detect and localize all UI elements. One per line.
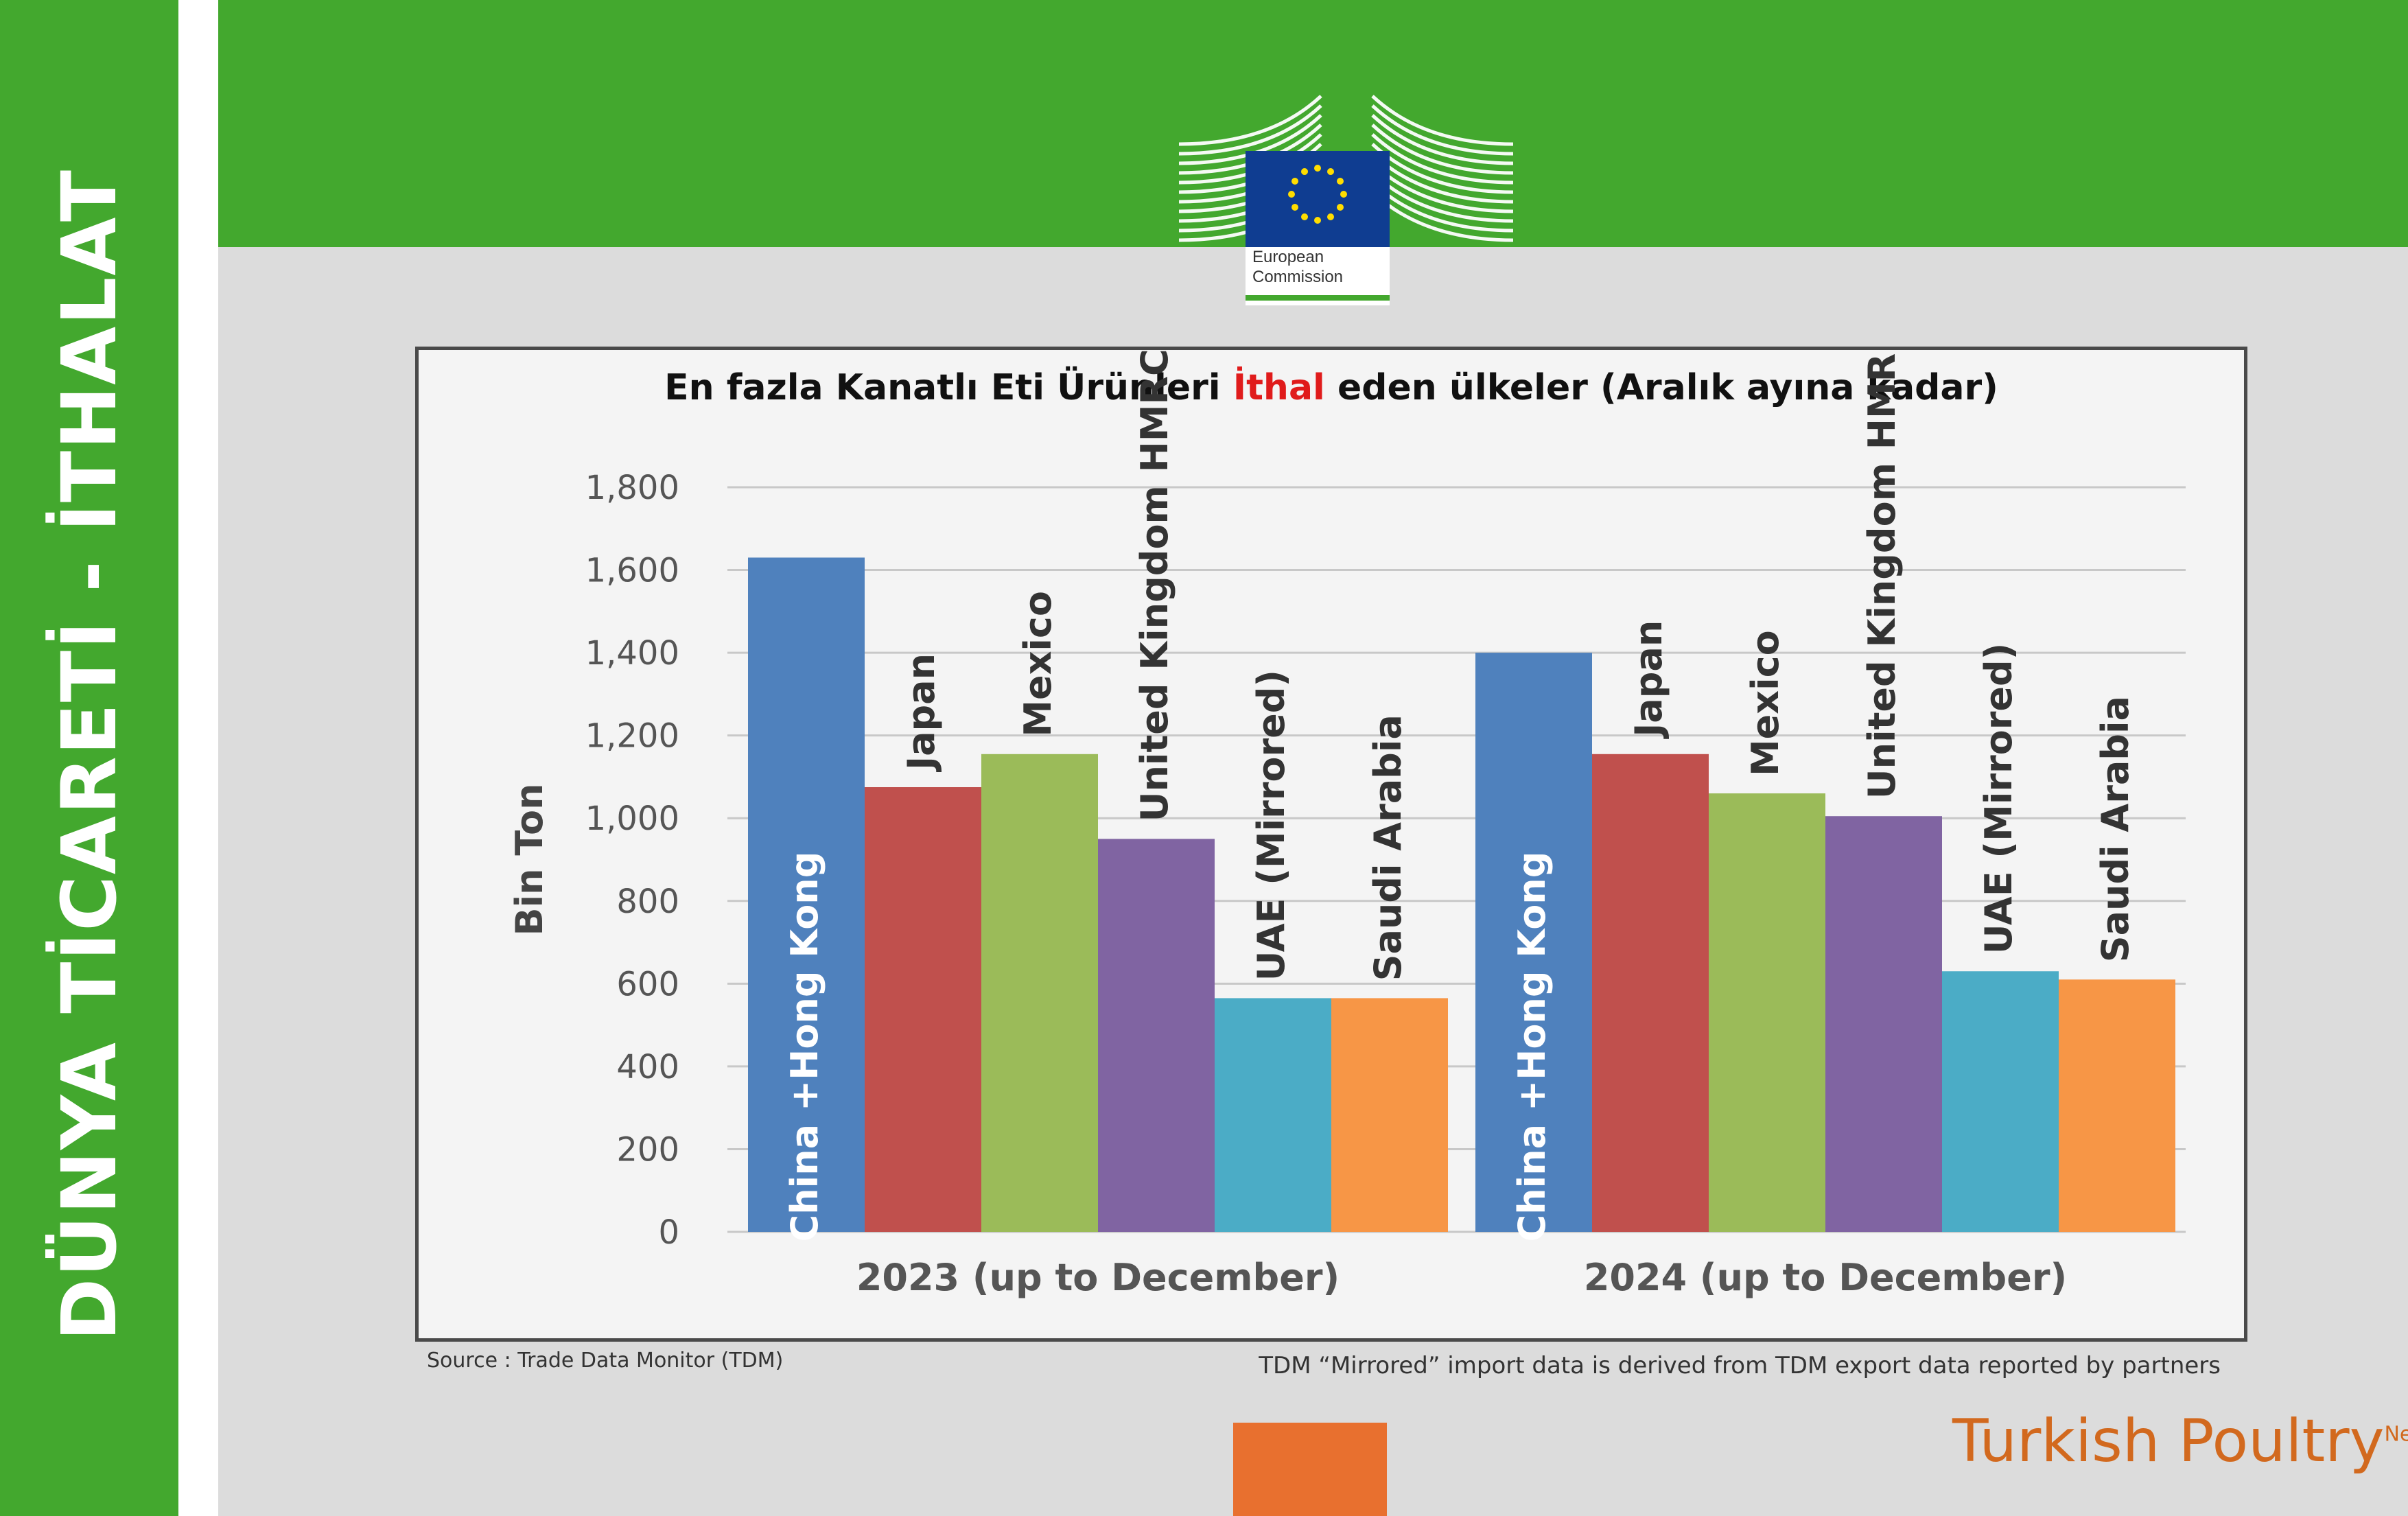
bar-label: China +Hong Kong bbox=[1510, 852, 1554, 1242]
chart-panel: En fazla Kanatlı Eti Ürünleri İthal eden… bbox=[415, 347, 2247, 1342]
accent-block bbox=[1233, 1423, 1387, 1516]
y-tick-label: 1,800 bbox=[585, 469, 679, 507]
bar-label: Japan bbox=[900, 653, 943, 773]
y-tick-label: 1,400 bbox=[585, 634, 679, 673]
y-tick-label: 800 bbox=[616, 883, 679, 921]
bar-label: UAE (Mirrored) bbox=[1250, 670, 1293, 981]
mirror-note: TDM “Mirrored” import data is derived fr… bbox=[1259, 1352, 2221, 1379]
bar bbox=[981, 754, 1098, 1232]
logo-line1: European bbox=[1252, 248, 1324, 266]
chart-title-part2: eden ülkeler (Aralık ayına kadar) bbox=[1324, 367, 1998, 408]
bar bbox=[1098, 839, 1215, 1232]
european-commission-logo: European Commission bbox=[1167, 82, 1523, 305]
bar bbox=[748, 557, 865, 1232]
bar bbox=[1592, 754, 1709, 1232]
x-group-label: 2024 (up to December) bbox=[1584, 1256, 2067, 1299]
y-tick-label: 200 bbox=[616, 1130, 679, 1169]
bar-chart: 0 200 400 600 800 1,000 1,200 1,400 1,600 1,800 Bi… bbox=[508, 350, 2186, 1299]
logo-line2: Commission bbox=[1252, 268, 1343, 286]
sidebar-title: DÜNYA TİCARETİ - İTHALAT bbox=[45, 169, 133, 1341]
bar bbox=[1331, 998, 1448, 1232]
bar-label: Mexico bbox=[1016, 591, 1060, 737]
brand-net: Net bbox=[2384, 1422, 2408, 1447]
brand-main: Turkish Poultry bbox=[1952, 1407, 2385, 1476]
bar-label: Japan bbox=[1627, 620, 1670, 740]
bar bbox=[1215, 998, 1331, 1232]
chart-title: En fazla Kanatlı Eti Ürünleri İthal eden… bbox=[419, 367, 2244, 408]
bar-label: UAE (Mirrored) bbox=[1977, 643, 2020, 955]
y-tick-label: 600 bbox=[616, 965, 679, 1003]
bar bbox=[2059, 979, 2175, 1232]
bar bbox=[1825, 816, 1942, 1232]
y-tick-label: 400 bbox=[616, 1048, 679, 1086]
bar-label: China +Hong Kong bbox=[783, 852, 826, 1242]
y-axis-title: Bin Ton bbox=[508, 783, 551, 935]
bar-label: Saudi Arabia bbox=[1366, 714, 1410, 981]
bar bbox=[1475, 653, 1592, 1232]
bar-label: Mexico bbox=[1744, 630, 1787, 776]
source-note: Source : Trade Data Monitor (TDM) bbox=[427, 1349, 784, 1373]
y-tick-label: 1,000 bbox=[585, 800, 679, 838]
turkish-poultry-logo: Turkish PoultryNet bbox=[1952, 1407, 2408, 1476]
chart-title-part1: En fazla Kanatlı Eti Ürünleri bbox=[664, 367, 1233, 408]
y-tick-label: 1,200 bbox=[585, 717, 679, 756]
bar-label: United Kingdom HMRC bbox=[1133, 350, 1176, 821]
chart-title-highlight: İthal bbox=[1232, 367, 1325, 408]
y-tick-label: 1,600 bbox=[585, 552, 679, 590]
bar bbox=[1709, 793, 1825, 1232]
divider-strip bbox=[178, 0, 218, 1516]
bar bbox=[1942, 971, 2059, 1232]
x-group-label: 2023 (up to December) bbox=[856, 1256, 1340, 1299]
bar-label: Saudi Arabia bbox=[2094, 696, 2137, 962]
sidebar: DÜNYA TİCARETİ - İTHALAT bbox=[0, 0, 178, 1516]
y-tick-label: 0 bbox=[658, 1213, 679, 1252]
bar bbox=[865, 787, 981, 1232]
bar-label: United Kingdom HMR bbox=[1860, 353, 1904, 799]
